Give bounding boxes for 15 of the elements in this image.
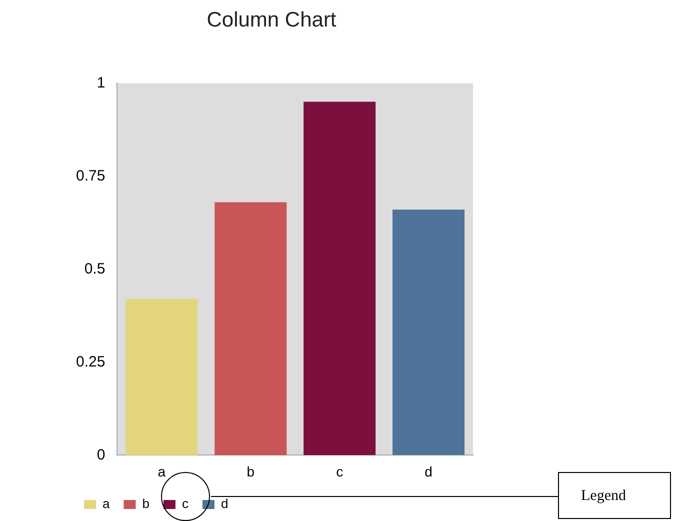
x-tick-label: b xyxy=(246,463,255,480)
y-tick-label: 0.75 xyxy=(76,167,106,184)
y-tick-label: 1 xyxy=(96,74,106,92)
chart-title: Column Chart xyxy=(206,8,336,32)
text: Legend xyxy=(558,472,671,519)
y-tick-label: 0.5 xyxy=(84,260,106,278)
y-tick-label: 0.25 xyxy=(76,353,106,370)
x-tick-label: c xyxy=(336,463,344,480)
y-tick-label: 0 xyxy=(96,446,106,464)
x-tick-label: a xyxy=(158,463,166,480)
legend-label: a xyxy=(102,496,110,512)
x-tick-label: d xyxy=(424,463,432,480)
legend-label: c xyxy=(182,496,189,512)
legend-label: b xyxy=(142,496,150,512)
legend-label: d xyxy=(220,496,228,512)
